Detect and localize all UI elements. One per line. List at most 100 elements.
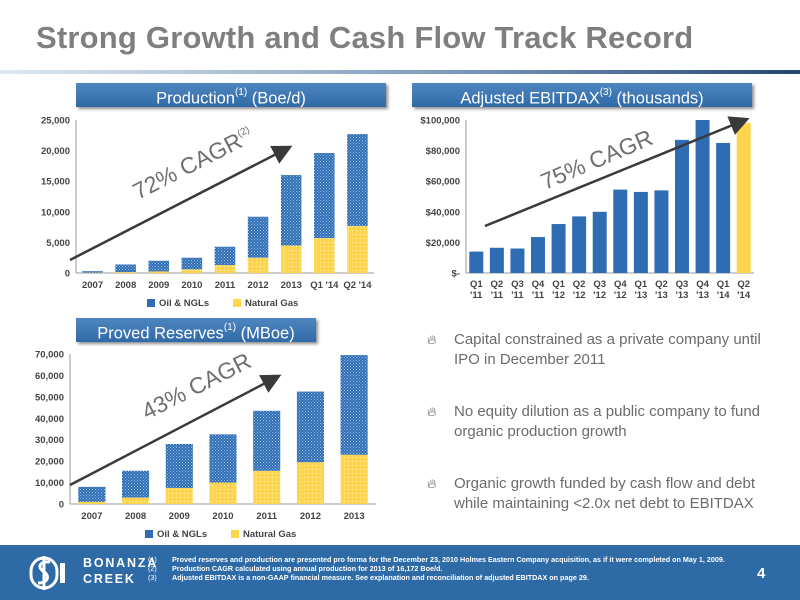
ebit-xtick: Q4'11	[532, 279, 545, 301]
prod-ytick: 20,000	[41, 146, 70, 157]
res-bar-oil	[122, 470, 150, 498]
ebit-xtick-quarter: Q2	[655, 279, 668, 290]
res-legend-swatch-gas	[231, 530, 239, 538]
prod-bar-gas	[115, 272, 136, 273]
res-xtick: 2009	[169, 511, 190, 522]
prod-ytick: 25,000	[41, 116, 70, 127]
ebit-ytick: $100,000	[420, 116, 460, 127]
ebit-cagr-text: 75% CAGR	[537, 124, 657, 194]
production-chart: 0 5,000 10,000 15,000 20,000 25,000 2007 2008 20…	[41, 116, 374, 309]
prod-xtick: Q2 '14	[343, 280, 372, 291]
ebit-xtick-year: '14	[737, 290, 751, 301]
ebit-bar	[695, 120, 710, 273]
ebit-xtick-year: '12	[552, 290, 565, 301]
res-bar-gas	[122, 497, 150, 504]
footnote-text: Adjusted EBITDAX is a non-GAAP financial…	[172, 573, 589, 582]
res-xtick: 2007	[81, 511, 102, 522]
prod-xtick: 2008	[115, 280, 136, 291]
prod-xtick: Q1 '14	[310, 280, 339, 291]
res-legend-gas: Natural Gas	[243, 529, 296, 540]
res-ytick: 40,000	[35, 414, 64, 425]
ebit-bar	[592, 211, 607, 273]
prod-cagr-label: 72% CAGR(2)	[128, 122, 257, 205]
ebit-xtick-year: '13	[696, 290, 709, 301]
ebit-bar	[736, 123, 751, 273]
res-ytick: 20,000	[35, 457, 64, 468]
reserves-header: Proved Reserves(1) (MBoe)	[76, 318, 316, 343]
prod-xtick: 2011	[215, 280, 236, 291]
res-trend-arrow	[69, 374, 282, 487]
prod-cagr-footnote: (2)	[236, 124, 252, 139]
prod-xtick: 2012	[248, 280, 269, 291]
ebit-xtick: Q4'12	[614, 279, 627, 301]
ebit-xtick-quarter: Q2	[491, 279, 504, 290]
footnote-number: (3)	[148, 573, 157, 582]
prod-bar-oil	[214, 246, 236, 266]
ebit-xtick: Q3'12	[593, 279, 606, 301]
ebit-bar	[716, 142, 731, 273]
res-bar-oil	[209, 434, 237, 483]
ebit-bar	[469, 251, 484, 273]
res-xtick: 2011	[256, 511, 277, 522]
ebit-xtick: Q1'13	[634, 279, 647, 301]
ebit-xtick-quarter: Q3	[676, 279, 689, 290]
ebit-xtick-year: '13	[676, 290, 689, 301]
footnote-number: (2)	[148, 564, 157, 573]
ebit-cagr-label: 75% CAGR	[537, 124, 657, 194]
res-legend-swatch-oil	[145, 530, 153, 538]
ebitdax-chart: $- $20,000 $40,000 $60,000 $80,000 $100,000 Q1…	[420, 116, 754, 301]
ebit-xtick: Q2'12	[573, 279, 586, 301]
ebit-xtick: Q4'13	[696, 279, 709, 301]
logo-mark-icon	[29, 556, 65, 590]
ebit-xtick-year: '11	[470, 290, 483, 301]
prod-bar-oil	[280, 175, 302, 246]
ebit-xtick: Q1'12	[552, 279, 565, 301]
ebitdax-header: Adjusted EBITDAX(3) (thousands)	[412, 83, 752, 108]
prod-bar-oil	[181, 257, 203, 270]
prod-bar-gas	[214, 265, 236, 273]
production-header: Production(1) (Boe/d)	[76, 83, 386, 108]
ebit-ytick: $-	[452, 269, 460, 280]
ebit-xtick-quarter: Q1	[717, 279, 730, 290]
footnote-text: Proved reserves and production are prese…	[172, 555, 725, 564]
title-divider	[0, 70, 800, 74]
prod-bar-oil	[347, 134, 368, 226]
prod-bar-oil	[148, 260, 170, 272]
prod-bar-gas	[181, 269, 203, 273]
prod-legend-oil: Oil & NGLs	[159, 298, 209, 309]
prod-bar-gas	[314, 238, 335, 273]
prod-xtick: 2009	[148, 280, 169, 291]
ebit-xtick-year: '13	[634, 290, 647, 301]
prod-bar-oil	[82, 271, 103, 273]
prod-legend-gas: Natural Gas	[245, 298, 298, 309]
prod-bar-oil	[314, 153, 335, 239]
ebitdax-header-unit: (thousands)	[611, 89, 704, 108]
res-xtick: 2013	[344, 511, 365, 522]
ebit-xtick-quarter: Q1	[635, 279, 648, 290]
ebit-xtick-year: '13	[655, 290, 668, 301]
res-bar-oil	[165, 444, 193, 488]
ebit-bar	[489, 247, 504, 273]
res-bar-gas	[165, 487, 193, 504]
production-header-text: Production	[156, 89, 235, 108]
flame-bullet-icon: 🔥︎	[427, 404, 437, 419]
logo-text: CREEK	[83, 572, 136, 586]
ebit-xtick-quarter: Q3	[511, 279, 524, 290]
ebit-xtick-year: '14	[717, 290, 731, 301]
prod-xtick: 2013	[281, 280, 302, 291]
prod-ytick: 15,000	[41, 177, 70, 188]
ebit-ytick: $40,000	[426, 207, 460, 218]
prod-bar-gas	[148, 271, 170, 273]
ebit-trend-arrow	[484, 116, 750, 228]
prod-ytick: 5,000	[46, 238, 70, 249]
prod-legend-swatch-gas	[233, 299, 241, 307]
footnote: (1) Proved reserves and production are pr…	[148, 555, 738, 564]
ebit-bar	[510, 248, 525, 273]
res-bar-oil	[253, 410, 281, 471]
ebit-xtick: Q3'11	[511, 279, 524, 301]
res-bar-gas	[78, 501, 106, 504]
prod-ytick: 0	[65, 269, 70, 280]
reserves-header-text: Proved Reserves	[97, 324, 224, 343]
ebit-xtick-year: '11	[491, 290, 504, 301]
ebit-xtick-quarter: Q2	[573, 279, 586, 290]
